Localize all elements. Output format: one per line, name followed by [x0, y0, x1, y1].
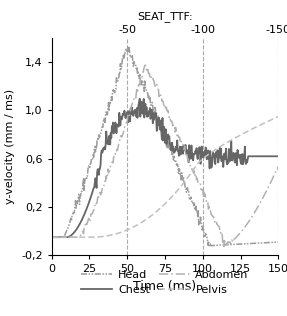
X-axis label: Time (ms): Time (ms) [133, 280, 197, 293]
Y-axis label: y-velocity (mm / ms): y-velocity (mm / ms) [5, 89, 15, 204]
Legend: Head, Chest, Abdomen, Pelvis: Head, Chest, Abdomen, Pelvis [81, 270, 249, 295]
X-axis label: SEAT_TTF:: SEAT_TTF: [137, 12, 193, 22]
